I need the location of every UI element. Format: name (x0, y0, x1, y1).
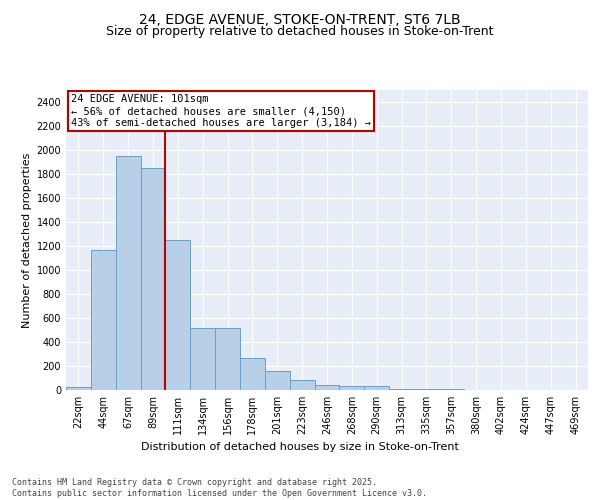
Bar (116, 156, 140, 390)
Bar (290, 380, 314, 390)
Bar (66, 387, 91, 390)
Text: Distribution of detached houses by size in Stoke-on-Trent: Distribution of detached houses by size … (141, 442, 459, 452)
Text: Contains HM Land Registry data © Crown copyright and database right 2025.
Contai: Contains HM Land Registry data © Crown c… (12, 478, 427, 498)
Bar (91, 250, 116, 390)
Text: Size of property relative to detached houses in Stoke-on-Trent: Size of property relative to detached ho… (106, 25, 494, 38)
Bar (364, 386, 389, 390)
Bar (389, 389, 414, 390)
Text: 24 EDGE AVENUE: 101sqm
← 56% of detached houses are smaller (4,150)
43% of semi-: 24 EDGE AVENUE: 101sqm ← 56% of detached… (71, 94, 371, 128)
Bar (215, 328, 240, 390)
Bar (265, 371, 290, 390)
Bar (314, 384, 340, 390)
Bar (240, 358, 265, 390)
Bar (340, 386, 364, 390)
Bar (140, 168, 166, 390)
Y-axis label: Number of detached properties: Number of detached properties (22, 152, 32, 328)
Bar (190, 328, 215, 390)
Bar (166, 240, 190, 390)
Text: 24, EDGE AVENUE, STOKE-ON-TRENT, ST6 7LB: 24, EDGE AVENUE, STOKE-ON-TRENT, ST6 7LB (139, 12, 461, 26)
